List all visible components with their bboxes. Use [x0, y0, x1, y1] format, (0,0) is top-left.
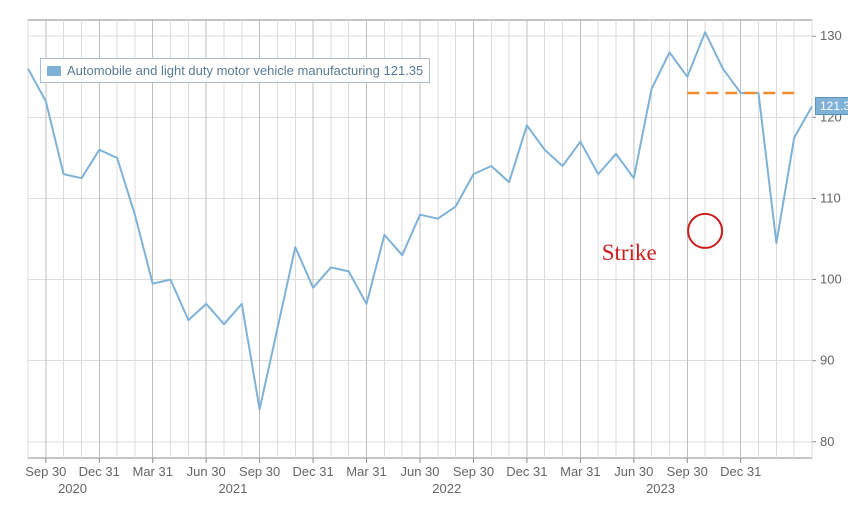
svg-text:2022: 2022: [432, 481, 461, 496]
last-value-text: 121.35: [820, 99, 848, 113]
svg-text:Sep 30: Sep 30: [453, 464, 494, 479]
svg-text:Sep 30: Sep 30: [239, 464, 280, 479]
svg-text:Sep 30: Sep 30: [667, 464, 708, 479]
svg-text:80: 80: [820, 434, 834, 449]
last-value-flag: 121.35: [815, 97, 848, 115]
svg-text:2020: 2020: [58, 481, 87, 496]
svg-text:2021: 2021: [218, 481, 247, 496]
strike-annotation-label: Strike: [602, 240, 657, 266]
svg-text:90: 90: [820, 353, 834, 368]
svg-text:Mar 31: Mar 31: [132, 464, 172, 479]
legend-swatch: [47, 66, 61, 76]
chart-container: 8090100110120130Sep 30Dec 31Mar 31Jun 30…: [0, 0, 848, 513]
svg-text:Dec 31: Dec 31: [506, 464, 547, 479]
svg-text:Mar 31: Mar 31: [560, 464, 600, 479]
strike-annotation-text: Strike: [602, 240, 657, 265]
svg-text:Dec 31: Dec 31: [720, 464, 761, 479]
svg-text:Sep 30: Sep 30: [25, 464, 66, 479]
svg-text:Dec 31: Dec 31: [292, 464, 333, 479]
svg-text:Jun 30: Jun 30: [400, 464, 439, 479]
svg-text:110: 110: [820, 190, 841, 205]
svg-text:Jun 30: Jun 30: [614, 464, 653, 479]
svg-text:130: 130: [820, 28, 842, 43]
svg-text:2023: 2023: [646, 481, 675, 496]
svg-text:Dec 31: Dec 31: [79, 464, 120, 479]
chart-legend: Automobile and light duty motor vehicle …: [40, 58, 430, 83]
legend-text: Automobile and light duty motor vehicle …: [67, 63, 423, 78]
svg-text:100: 100: [820, 272, 842, 287]
svg-text:Jun 30: Jun 30: [187, 464, 226, 479]
svg-text:Mar 31: Mar 31: [346, 464, 386, 479]
